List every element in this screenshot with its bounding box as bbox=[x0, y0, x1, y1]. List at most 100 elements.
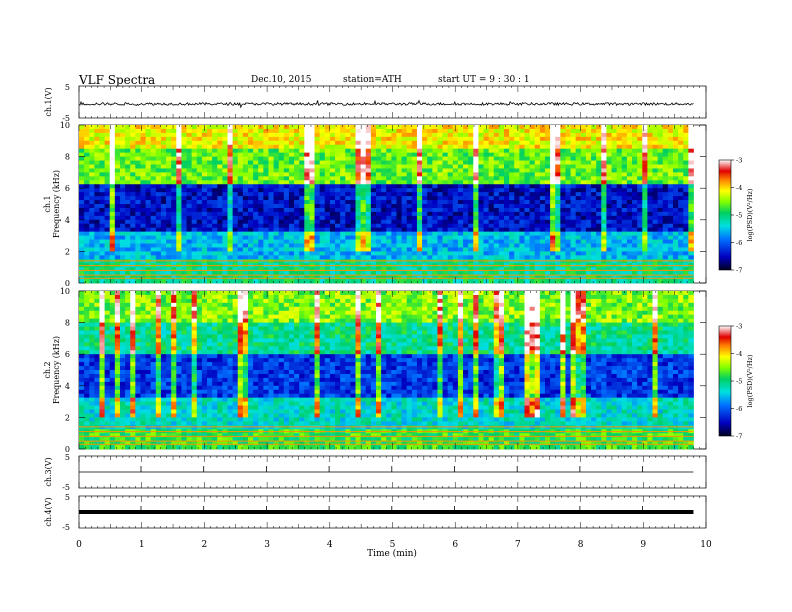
spectrogram-cell bbox=[268, 136, 274, 142]
spectrogram-cell bbox=[340, 255, 346, 260]
spectrogram-cell bbox=[498, 164, 505, 169]
spectrogram-cell bbox=[94, 184, 100, 189]
spectrogram-cell bbox=[580, 132, 587, 138]
spectrogram-cell bbox=[386, 180, 392, 185]
spectrogram-cell bbox=[99, 148, 105, 154]
spectrogram-cell bbox=[84, 144, 90, 150]
spectrogram-cell bbox=[329, 227, 336, 233]
spectrogram-cell bbox=[667, 279, 674, 284]
spectrogram-cell bbox=[539, 219, 546, 225]
spectrogram-cell bbox=[84, 152, 90, 157]
spectrogram-cell bbox=[565, 152, 571, 157]
spectrogram-cell bbox=[232, 144, 239, 150]
spectrogram-cell bbox=[514, 275, 520, 280]
spectrogram-cell bbox=[411, 271, 418, 276]
spectrogram-cell bbox=[580, 243, 587, 248]
spectrogram-cell bbox=[104, 207, 111, 213]
spectrogram-cell bbox=[657, 164, 664, 169]
spectrogram-cell bbox=[160, 247, 167, 252]
spectrogram-cell bbox=[370, 215, 377, 221]
spectrogram-cell bbox=[437, 164, 443, 169]
spectrogram-cell bbox=[89, 172, 95, 177]
spectrogram-cell bbox=[227, 196, 234, 201]
spectrogram-cell bbox=[514, 200, 520, 205]
spectrogram-cell bbox=[626, 140, 633, 146]
spectrogram-cell bbox=[288, 259, 295, 264]
spectrogram-cell bbox=[145, 192, 152, 197]
spectrogram-cell bbox=[401, 223, 408, 229]
spectrogram-cell bbox=[130, 160, 136, 165]
spectrogram-cell bbox=[114, 200, 121, 205]
spectrogram-cell bbox=[130, 168, 136, 173]
spectrogram-cell bbox=[207, 132, 213, 138]
spectrogram-cell bbox=[294, 291, 300, 296]
spectrogram-cell bbox=[678, 125, 684, 130]
spectrogram-cell bbox=[637, 279, 643, 284]
spectrogram-cell bbox=[227, 164, 234, 169]
spectrogram-cell bbox=[626, 251, 633, 256]
spectrogram-cell bbox=[678, 243, 684, 248]
spectrogram-cell bbox=[125, 136, 131, 142]
spectrogram-cell bbox=[288, 204, 295, 209]
spectrogram-cell bbox=[355, 243, 362, 248]
spectrogram-cell bbox=[596, 184, 602, 189]
spectrogram-cell bbox=[473, 247, 479, 252]
spectrogram-cell bbox=[125, 192, 131, 197]
spectrogram-cell bbox=[601, 251, 607, 256]
spectrogram-cell bbox=[427, 132, 433, 138]
spectrogram-cell bbox=[519, 231, 525, 236]
spectrogram-cell bbox=[335, 200, 341, 205]
spectrogram-cell bbox=[375, 275, 382, 280]
spectrogram-cell bbox=[683, 267, 689, 272]
spectrogram-cell bbox=[478, 219, 484, 225]
spectrogram-cell bbox=[309, 215, 315, 221]
spectrogram-cell bbox=[411, 251, 418, 256]
spectrogram-cell bbox=[145, 275, 152, 280]
spectrogram-cell bbox=[299, 152, 305, 157]
spectrogram-cell bbox=[483, 144, 490, 150]
spectrogram-cell bbox=[437, 259, 443, 264]
spectrogram-cell bbox=[186, 251, 193, 256]
spectrogram-cell bbox=[135, 196, 141, 201]
spectrogram-cell bbox=[406, 247, 413, 252]
spectrogram-cell bbox=[268, 251, 274, 256]
spectrogram-cell bbox=[580, 223, 587, 229]
spectrogram-cell bbox=[391, 140, 397, 146]
spectrogram-cell bbox=[626, 211, 633, 217]
spectrogram-cell bbox=[324, 294, 331, 300]
spectrogram-cell bbox=[601, 156, 607, 161]
spectrogram-cell bbox=[222, 215, 228, 221]
spectrogram-cell bbox=[114, 204, 121, 209]
spectrogram-cell bbox=[585, 291, 592, 296]
spectrogram-cell bbox=[171, 223, 177, 229]
spectrogram-cell bbox=[283, 267, 290, 272]
spectrogram-cell bbox=[299, 271, 305, 276]
spectrogram-cell bbox=[601, 128, 607, 134]
spectrogram-cell bbox=[585, 164, 592, 169]
spectrogram-cell bbox=[391, 267, 397, 272]
spectrogram-cell bbox=[416, 192, 423, 197]
spectrogram-cell bbox=[84, 196, 90, 201]
spectrogram-cell bbox=[237, 132, 244, 138]
spectrogram-cell bbox=[601, 144, 607, 150]
spectrogram-cell bbox=[560, 148, 566, 154]
spectrogram-cell bbox=[683, 176, 689, 181]
spectrogram-cell bbox=[288, 132, 295, 138]
spectrogram-cell bbox=[585, 275, 592, 280]
spectrogram-cell bbox=[575, 271, 582, 276]
spectrogram-cell bbox=[652, 200, 659, 205]
spectrogram-cell bbox=[524, 176, 530, 181]
spectrogram-cell bbox=[447, 219, 454, 225]
spectrogram-cell bbox=[457, 200, 464, 205]
spectrogram-cell bbox=[365, 168, 372, 173]
spectrogram-cell bbox=[324, 279, 331, 284]
spectrogram-cell bbox=[683, 219, 689, 225]
spectrogram-cell bbox=[335, 160, 341, 165]
spectrogram-cell bbox=[319, 223, 326, 229]
spectrogram-cell bbox=[109, 160, 116, 165]
spectrogram-cell bbox=[647, 164, 653, 169]
spectrogram-cell bbox=[79, 128, 85, 134]
spectrogram-cell bbox=[463, 168, 469, 173]
spectrogram-cell bbox=[160, 164, 167, 169]
spectrogram-cell bbox=[519, 172, 525, 177]
